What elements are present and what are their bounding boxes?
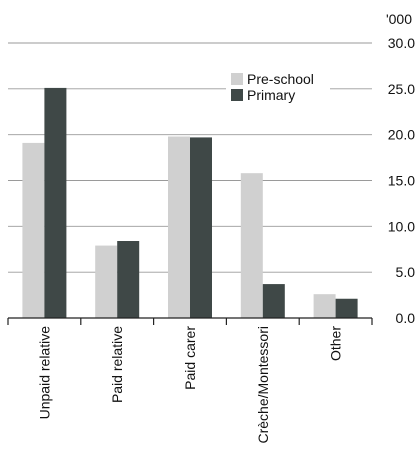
y-tick-label: 30.0 — [388, 35, 415, 51]
unit-label: '000 — [386, 11, 412, 27]
legend-swatch-primary — [231, 89, 243, 101]
bar-pre-school-4 — [313, 294, 336, 318]
y-tick-label: 25.0 — [388, 81, 415, 97]
y-axis-ticks: 0.0 5.0 10.0 15.0 20.0 25.0 30.0 — [388, 35, 415, 326]
bar-primary-1 — [117, 241, 140, 318]
y-tick-label: 15.0 — [388, 173, 415, 189]
category-label: Paid carer — [182, 326, 198, 390]
category-label: Other — [328, 326, 344, 361]
y-tick-label: 10.0 — [388, 218, 415, 234]
category-label: Paid relative — [109, 326, 125, 403]
category-label: Unpaid relative — [36, 326, 52, 420]
x-axis — [7, 317, 373, 325]
y-tick-label: 20.0 — [388, 127, 415, 143]
y-tick-label: 5.0 — [396, 264, 416, 280]
bar-primary-3 — [262, 284, 285, 318]
legend-label-pre-school: Pre-school — [247, 71, 314, 87]
bar-pre-school-2 — [168, 136, 190, 318]
legend-swatch-pre-school — [231, 73, 243, 85]
bar-primary-2 — [190, 137, 212, 318]
bar-primary-4 — [335, 298, 358, 318]
category-label: Crèche/Montessori — [255, 326, 271, 444]
category-labels: Unpaid relative Paid relative Paid carer Cr… — [36, 326, 343, 444]
legend-label-primary: Primary — [247, 87, 295, 103]
bar-pre-school-3 — [240, 173, 263, 318]
bar-pre-school-1 — [95, 245, 118, 318]
y-tick-label: 0.0 — [396, 310, 416, 326]
bars — [22, 87, 358, 319]
legend: Pre-school Primary — [226, 68, 330, 104]
bar-primary-0 — [44, 87, 67, 319]
bar-pre-school-0 — [22, 142, 45, 318]
legend-background — [226, 68, 330, 104]
